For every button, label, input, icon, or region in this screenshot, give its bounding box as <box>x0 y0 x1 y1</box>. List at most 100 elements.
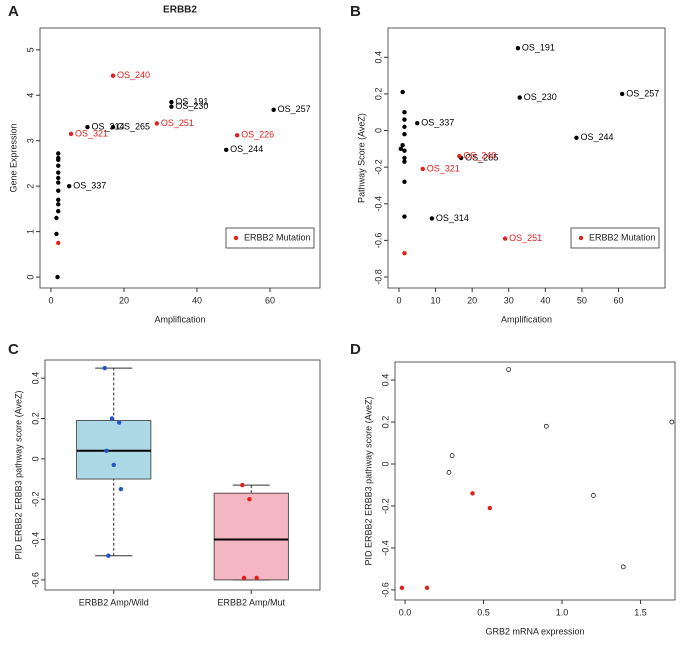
point <box>402 251 407 256</box>
plot-frame <box>394 361 676 601</box>
legend-box <box>570 227 660 249</box>
y-tick-label: -0.8 <box>373 269 383 285</box>
y-tick-label: 0 <box>30 456 40 461</box>
point <box>241 575 247 581</box>
y-tick-label: -0.4 <box>30 532 40 548</box>
point <box>400 89 405 95</box>
legend-marker <box>578 235 584 241</box>
point <box>56 202 61 207</box>
point <box>487 505 492 511</box>
panel-label: C <box>8 341 19 358</box>
point <box>470 491 475 496</box>
point <box>502 236 508 241</box>
point <box>402 124 407 130</box>
point <box>254 575 259 581</box>
y-tick-label: 0 <box>380 461 390 466</box>
box <box>213 492 289 581</box>
point-label: OS_230 <box>524 92 557 102</box>
point-label: OS_240 <box>117 70 150 80</box>
point <box>402 110 407 115</box>
y-tick-label: 0.4 <box>380 374 390 387</box>
x-tick-label: 20 <box>119 295 129 305</box>
point <box>446 470 452 475</box>
y-tick-label: 0.4 <box>30 372 40 385</box>
legend-marker <box>233 235 239 241</box>
point <box>402 155 407 161</box>
point <box>67 183 72 189</box>
point <box>56 170 61 175</box>
point <box>402 148 407 153</box>
x-tick-label: 60 <box>614 295 624 305</box>
x-tick-label: 60 <box>265 295 275 305</box>
x-tick-label: 40 <box>540 295 550 305</box>
point-label: OS_251 <box>161 118 194 128</box>
point-label: OS_244 <box>580 132 613 142</box>
y-tick-label: 4 <box>25 93 35 98</box>
point <box>271 107 276 113</box>
point-label: OS_257 <box>626 88 659 98</box>
point <box>154 121 160 126</box>
plot-frame <box>39 27 321 289</box>
point <box>457 153 462 159</box>
x-tick-label: 0 <box>48 295 53 305</box>
point-label: OS_230 <box>175 101 208 111</box>
y-tick-label: 3 <box>25 138 35 143</box>
box <box>76 420 152 480</box>
point <box>106 553 111 558</box>
point-label: OS_314 <box>436 213 469 223</box>
point <box>591 493 596 498</box>
point <box>620 564 626 570</box>
x-tick-label: 50 <box>577 295 587 305</box>
y-tick-label: -0.2 <box>30 491 40 507</box>
point <box>420 166 425 172</box>
point-label: OS_257 <box>278 104 311 114</box>
x-tick-label: 0 <box>396 295 401 305</box>
point <box>56 240 61 246</box>
point <box>56 197 61 203</box>
y-tick-label: 0.2 <box>380 416 390 429</box>
point <box>402 117 407 122</box>
point <box>56 180 61 185</box>
point <box>402 179 407 185</box>
point <box>402 214 407 219</box>
point <box>104 448 109 453</box>
point <box>54 231 59 237</box>
plot-frame <box>387 27 666 289</box>
x-tick-label: 30 <box>504 295 514 305</box>
y-tick-label: 0 <box>373 128 383 133</box>
point-label: OS_337 <box>421 118 454 128</box>
chart-title: ERBB2 <box>163 5 197 16</box>
point <box>110 73 116 78</box>
point <box>398 146 404 152</box>
y-tick-label: 0.2 <box>30 412 40 425</box>
point <box>247 497 252 502</box>
point <box>402 159 407 164</box>
legend-label: ERBB2 Mutation <box>589 232 656 242</box>
x-tick-label: 10 <box>431 295 441 305</box>
point <box>169 104 174 109</box>
point <box>515 45 521 51</box>
point <box>234 133 240 138</box>
point <box>56 163 61 168</box>
x-axis-label: GRB2 mRNA expression <box>485 626 584 636</box>
x-tick-label: 40 <box>192 295 202 305</box>
point-label: OS_337 <box>73 181 106 191</box>
point <box>223 147 229 153</box>
panel-label: D <box>350 341 361 358</box>
y-tick-label: 0.4 <box>373 51 383 64</box>
point <box>109 416 115 421</box>
point <box>56 188 61 193</box>
y-tick-label: -0.2 <box>373 159 383 175</box>
x-tick-label: 0.5 <box>477 607 490 617</box>
point <box>400 142 405 148</box>
point <box>517 95 522 100</box>
point <box>56 151 61 156</box>
point <box>619 91 625 97</box>
x-tick-label: 1.5 <box>634 607 647 617</box>
legend-box <box>225 227 315 249</box>
x-axis-label: Amplification <box>154 314 205 324</box>
y-tick-label: -0.4 <box>380 540 390 556</box>
point <box>116 420 122 425</box>
y-tick-label: -0.4 <box>373 196 383 212</box>
y-axis-label: Gene Expression <box>8 123 18 192</box>
